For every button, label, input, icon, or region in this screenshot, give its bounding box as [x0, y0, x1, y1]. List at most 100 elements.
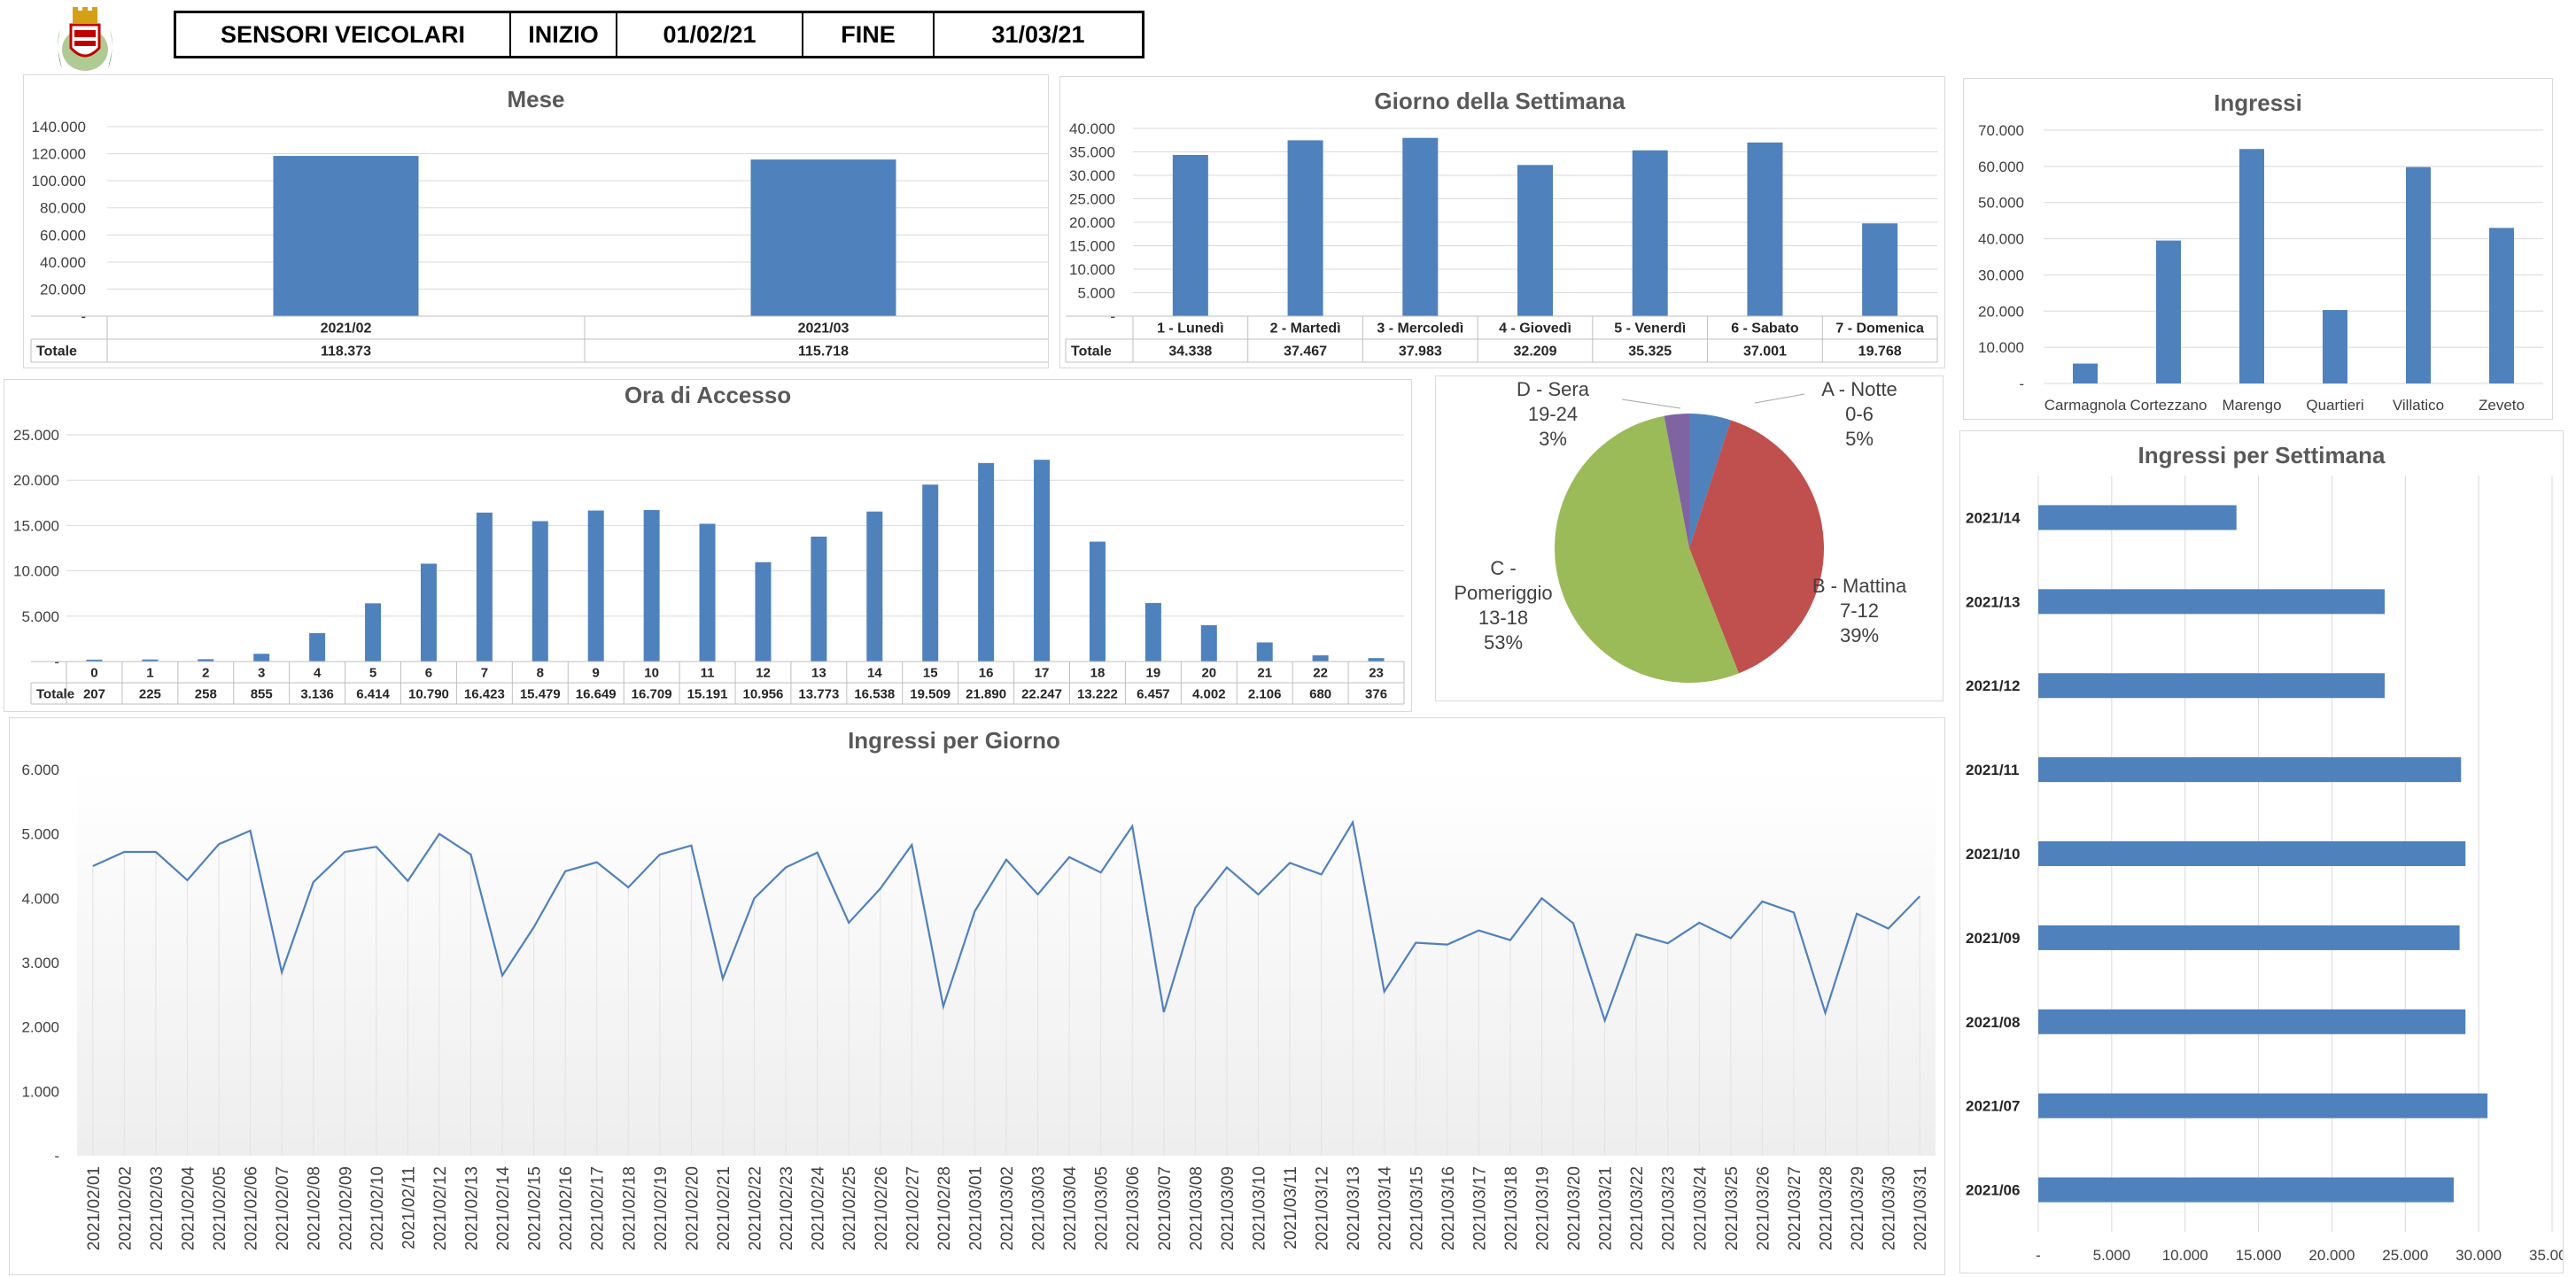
chart-ora-accesso: Ora di Accesso-5.00010.00015.00020.00025…	[4, 379, 1412, 712]
series-line	[92, 819, 1921, 1024]
table-value: 19.509	[910, 686, 950, 701]
chart-giornaliero-svg: Ingressi per Giorno - 1.000 2.000 3.000 4.000…	[21, 727, 1936, 1251]
bar	[420, 563, 437, 662]
chart-title: Ingressi per Giorno	[848, 727, 1060, 754]
y-tick-label: 25.000	[13, 427, 59, 444]
x-tick-label: 11	[701, 665, 715, 680]
bar	[1632, 150, 1668, 316]
leader-line	[1754, 393, 1805, 404]
x-tick-label: 2021/02/05	[211, 1166, 229, 1250]
y-tick-label: 5.000	[21, 608, 59, 625]
table-row-label: Totale	[36, 686, 74, 701]
table-value: 37.983	[1399, 344, 1442, 360]
x-tick-label: 2021/02/23	[778, 1166, 796, 1250]
table-value: 10.790	[408, 686, 449, 701]
y-tick-label: 2021/08	[1966, 1014, 2020, 1031]
y-tick-label: 40.000	[40, 254, 86, 271]
x-tick-label: 2021/02/02	[116, 1166, 135, 1250]
y-tick-label: 2021/10	[1966, 846, 2020, 863]
x-tick-label: 15.000	[2236, 1247, 2282, 1264]
bar	[755, 561, 772, 662]
pie-slice	[1664, 414, 1689, 548]
x-tick-label: 2021/03/20	[1565, 1166, 1584, 1250]
x-tick-label: Cortezzano	[2130, 397, 2207, 414]
x-tick-label: 5 - Venerdì	[1614, 321, 1686, 337]
x-tick-label: 2021/03/05	[1093, 1166, 1112, 1250]
y-tick-label: 60.000	[40, 227, 86, 244]
y-tick-label: 2021/13	[1966, 593, 2020, 610]
x-tick-label: 2021/03/08	[1187, 1166, 1206, 1250]
x-tick-label: 2021/02/19	[652, 1166, 671, 1250]
x-tick-label: 18	[1090, 665, 1106, 680]
x-tick-label: 2021/02/25	[841, 1166, 859, 1250]
bar	[643, 509, 660, 662]
x-tick-label: 2021/02/07	[274, 1166, 292, 1250]
x-tick-label: 2021/03/15	[1408, 1166, 1426, 1250]
x-tick-label: 2021/03/12	[1314, 1166, 1332, 1250]
y-tick-label: 10.000	[13, 563, 59, 580]
bar	[1256, 642, 1273, 662]
bar	[142, 659, 159, 662]
y-tick-label: 15.000	[13, 517, 59, 534]
x-tick-label: 2021/02/17	[589, 1166, 608, 1250]
y-tick-label: 120.000	[32, 146, 86, 163]
chart-title: Giorno della Settimana	[1374, 88, 1626, 114]
y-tick-label: 30.000	[1978, 267, 2024, 283]
table-value: 6.457	[1137, 686, 1170, 701]
bar	[86, 659, 103, 662]
bar	[1312, 655, 1329, 662]
bar	[1747, 142, 1783, 316]
start-label: INIZIO	[511, 13, 617, 56]
y-tick-label: 4.000	[21, 890, 59, 907]
chart-ingressi-settimana: Ingressi per Settimana - 5.000 10.000 15.000…	[1959, 430, 2564, 1273]
table-value: 225	[139, 686, 161, 701]
report-title: SENSORI VEICOLARI	[176, 13, 511, 56]
x-tick-label: 15	[923, 665, 938, 680]
x-tick-label: 2021/02/27	[904, 1166, 922, 1250]
table-value: 207	[83, 686, 105, 701]
x-tick-label: 2021/03/13	[1345, 1166, 1363, 1250]
bar	[750, 159, 896, 316]
y-tick-label: 2021/12	[1966, 677, 2020, 694]
x-tick-label: 2021/02/16	[557, 1166, 576, 1250]
x-tick-label: 2021/02/21	[715, 1166, 733, 1250]
x-tick-label: 2021/03/14	[1377, 1166, 1395, 1251]
x-tick-label: 2021/03/17	[1470, 1166, 1489, 1250]
bar	[1517, 165, 1553, 316]
x-tick-label: 23	[1369, 665, 1384, 680]
municipal-crest-icon	[53, 4, 117, 73]
x-tick-label: 2021/03/23	[1660, 1166, 1679, 1250]
y-tick-label: 2021/14	[1966, 509, 2021, 526]
chart-ingressi-giorno: Ingressi per Giorno - 1.000 2.000 3.000 4.000…	[9, 717, 1945, 1275]
y-tick-label: 100.000	[32, 173, 86, 190]
chart-fasce-svg: A - Notte 0-6 5% B - Mattina 7-12 39% C -Pomer…	[1454, 378, 1907, 683]
bar	[2038, 841, 2466, 866]
x-tick-label: 2021/02/12	[431, 1166, 450, 1250]
chart-title: Ingressi	[2214, 89, 2302, 116]
bar	[2489, 228, 2514, 383]
x-tick-label: 2021/03/22	[1628, 1166, 1647, 1250]
y-tick-label: 70.000	[1978, 122, 2024, 139]
bar	[2239, 149, 2264, 383]
pie-slice	[1689, 414, 1731, 548]
y-tick-label: 40.000	[1069, 120, 1115, 137]
x-tick-label: 2021/03/29	[1849, 1166, 1867, 1250]
x-tick-label: 19	[1146, 665, 1161, 680]
y-tick-label: 5.000	[1077, 285, 1115, 302]
y-tick-label: 140.000	[32, 119, 86, 135]
table-value: 3.136	[300, 686, 334, 701]
table-value: 16.538	[854, 686, 895, 701]
x-tick-label: 6 - Sabato	[1731, 321, 1799, 337]
bar	[1034, 460, 1051, 662]
table-row-label: Totale	[1071, 344, 1112, 360]
y-tick-label: 2021/07	[1966, 1098, 2020, 1115]
x-tick-label: 2021/02/08	[306, 1166, 324, 1250]
x-tick-label: 2021/02/03	[148, 1166, 167, 1250]
table-value: 6.414	[356, 686, 390, 701]
leader-line	[1621, 399, 1681, 409]
x-tick-label: 2021/03	[798, 321, 850, 337]
x-tick-label: 14	[867, 665, 882, 680]
x-tick-label: 2021/03/30	[1881, 1166, 1899, 1250]
y-tick-label: -	[54, 1148, 59, 1165]
table-value: 258	[195, 686, 217, 701]
